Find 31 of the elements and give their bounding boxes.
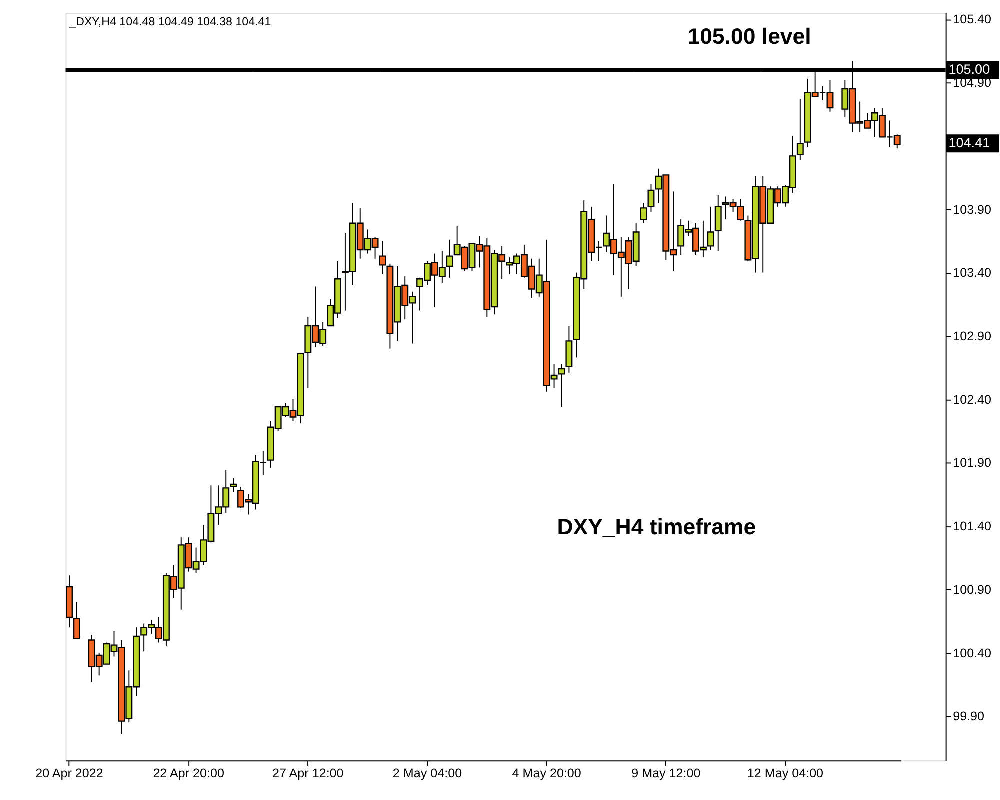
x-tick-label: 2 May 04:00 — [392, 766, 462, 781]
candlestick — [230, 478, 238, 492]
candlestick — [796, 98, 804, 161]
text: 104.41 — [948, 135, 990, 150]
y-tick-label: 103.90 — [953, 202, 992, 217]
annotation: DXY_H4 timeframe — [557, 514, 756, 540]
x-tick-label: 20 Apr 2022 — [36, 766, 104, 781]
y-tick-label: 103.40 — [953, 266, 992, 280]
chart-title: _DXY,H4 104.48 104.49 104.38 104.41 — [68, 16, 272, 29]
y-tick-label: 101.90 — [953, 456, 992, 470]
candlestick — [558, 364, 566, 408]
annotation: 105.00 level — [688, 24, 812, 49]
y-tick-label: 101.40 — [953, 520, 992, 534]
x-tick-label: 4 May 20:00 — [512, 766, 582, 781]
x-tick-label: 12 May 04:00 — [747, 766, 824, 781]
y-tick-label: 102.40 — [953, 392, 992, 407]
y-tick-label: 100.90 — [953, 582, 992, 597]
candlestick — [648, 184, 655, 212]
y-tick-label: 100.40 — [953, 646, 992, 660]
ref-line-label: 105.00 — [948, 62, 990, 77]
y-tick-label: 105.40 — [953, 12, 992, 27]
x-tick-label: 27 Apr 12:00 — [272, 766, 344, 781]
candlestick — [640, 202, 648, 224]
candlestick — [707, 206, 714, 250]
candlestick — [379, 240, 386, 275]
y-tick-label: 102.90 — [953, 329, 992, 344]
x-tick-label: 22 Apr 20:00 — [153, 766, 224, 781]
candlestick — [446, 239, 454, 278]
candlestick — [73, 602, 80, 640]
x-tick-label: 9 May 12:00 — [632, 766, 701, 781]
y-tick-label: 99.90 — [953, 710, 985, 724]
